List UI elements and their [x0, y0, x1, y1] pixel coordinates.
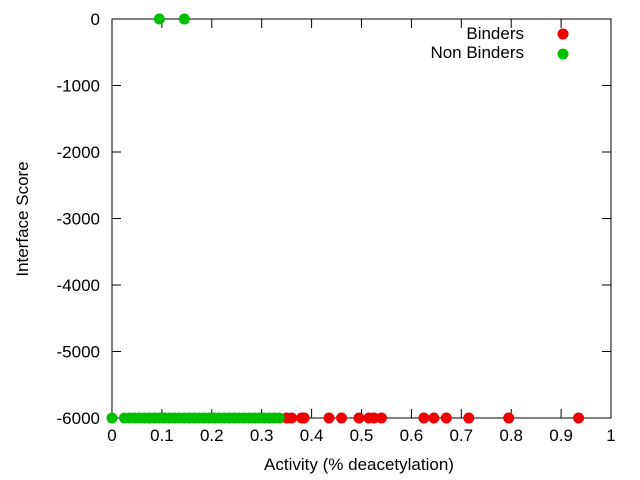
y-tick-label: 0: [91, 10, 100, 29]
data-point-binders: [428, 412, 440, 424]
data-point-binders: [573, 412, 585, 424]
y-tick-label: -4000: [57, 276, 100, 295]
data-point-binders: [375, 412, 387, 424]
y-tick-label: -2000: [57, 143, 100, 162]
x-tick-label: 0.8: [499, 426, 523, 445]
legend-label-non-binders: Non Binders: [430, 43, 524, 62]
y-axis-title: Interface Score: [13, 161, 32, 276]
data-point-non-binders: [178, 13, 190, 25]
data-point-binders: [353, 412, 365, 424]
x-tick-label: 0.7: [449, 426, 473, 445]
x-tick-label: 0.4: [300, 426, 324, 445]
data-point-non-binders: [273, 412, 285, 424]
data-point-binders: [503, 412, 515, 424]
data-point-binders: [323, 412, 335, 424]
x-tick-label: 0.2: [200, 426, 224, 445]
data-point-non-binders: [153, 13, 165, 25]
data-point-binders: [440, 412, 452, 424]
tick-labels: 0 0.1 0.2 0.3 0.4 0.5 0.6 0.7 0.8 0.9 1 0 -1000 -2000…: [57, 10, 616, 445]
axis-ticks: [111, 18, 612, 419]
data-point-binders: [418, 412, 430, 424]
y-tick-label: -6000: [57, 409, 100, 428]
data-point-binders: [336, 412, 348, 424]
x-tick-label: 0.3: [250, 426, 274, 445]
x-tick-label: 0.5: [350, 426, 374, 445]
y-tick-label: -3000: [57, 210, 100, 229]
plot-frame: [111, 18, 612, 419]
x-tick-label: 0.1: [150, 426, 174, 445]
x-tick-label: 0: [107, 426, 116, 445]
data-point-binders: [463, 412, 475, 424]
y-tick-label: -1000: [57, 77, 100, 96]
legend-label-binders: Binders: [466, 24, 524, 43]
legend-marker-binders: [557, 28, 569, 40]
x-tick-label: 0.6: [400, 426, 424, 445]
x-axis-title: Activity (% deacetylation): [264, 455, 454, 474]
data-point-binders: [298, 412, 310, 424]
data-point-binders: [286, 412, 298, 424]
data-points: [106, 13, 585, 424]
data-point-non-binders: [106, 412, 118, 424]
y-tick-label: -5000: [57, 343, 100, 362]
x-tick-label: 0.9: [549, 426, 573, 445]
legend-marker-non-binders: [557, 48, 569, 60]
x-tick-label: 1: [606, 426, 615, 445]
legend: Binders Non Binders: [430, 24, 569, 62]
